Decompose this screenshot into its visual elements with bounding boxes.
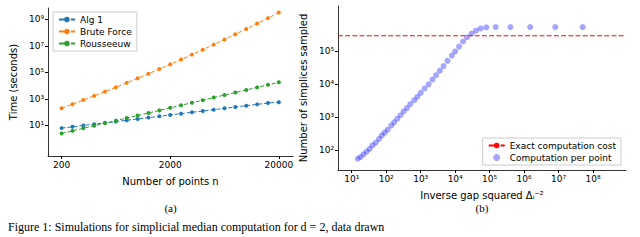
svg-text:20000: 20000	[265, 160, 294, 170]
svg-text:Figure 1: Simulations for simp: Figure 1: Simulations for simplicial med…	[8, 220, 384, 234]
svg-text:Number of points n: Number of points n	[122, 176, 218, 187]
svg-text:10³: 10³	[413, 174, 428, 184]
svg-text:Number of simplices sampled: Number of simplices sampled	[298, 14, 309, 163]
svg-text:10⁵: 10⁵	[482, 174, 497, 184]
svg-text:10⁵: 10⁵	[29, 67, 44, 77]
svg-text:Inverse gap squared Δᵢ⁻²: Inverse gap squared Δᵢ⁻²	[420, 190, 544, 201]
svg-text:Brute Force: Brute Force	[80, 27, 132, 37]
svg-text:Exact computation cost: Exact computation cost	[510, 141, 617, 151]
svg-text:10⁷: 10⁷	[551, 174, 566, 184]
svg-text:Rousseeuw: Rousseeuw	[80, 39, 131, 49]
svg-text:10³: 10³	[319, 112, 334, 122]
svg-text:10²: 10²	[319, 145, 334, 155]
svg-text:Alg 1: Alg 1	[80, 15, 103, 25]
svg-text:2000: 2000	[159, 160, 182, 170]
svg-text:10⁸: 10⁸	[586, 174, 601, 184]
svg-text:10⁶: 10⁶	[517, 174, 532, 184]
svg-text:10⁴: 10⁴	[319, 79, 334, 89]
svg-text:10²: 10²	[379, 174, 394, 184]
svg-text:200: 200	[53, 160, 70, 170]
svg-text:10⁹: 10⁹	[29, 14, 44, 24]
svg-text:10⁷: 10⁷	[29, 41, 44, 51]
svg-text:Time (seconds): Time (seconds)	[8, 44, 19, 121]
svg-text:10⁵: 10⁵	[319, 46, 334, 56]
svg-text:(b): (b)	[476, 202, 489, 215]
svg-text:Computation per point: Computation per point	[510, 153, 612, 163]
svg-text:10³: 10³	[29, 94, 44, 104]
svg-text:(a): (a)	[164, 202, 177, 215]
svg-text:10¹: 10¹	[344, 174, 359, 184]
svg-text:10¹: 10¹	[29, 120, 44, 130]
svg-text:10⁴: 10⁴	[448, 174, 463, 184]
